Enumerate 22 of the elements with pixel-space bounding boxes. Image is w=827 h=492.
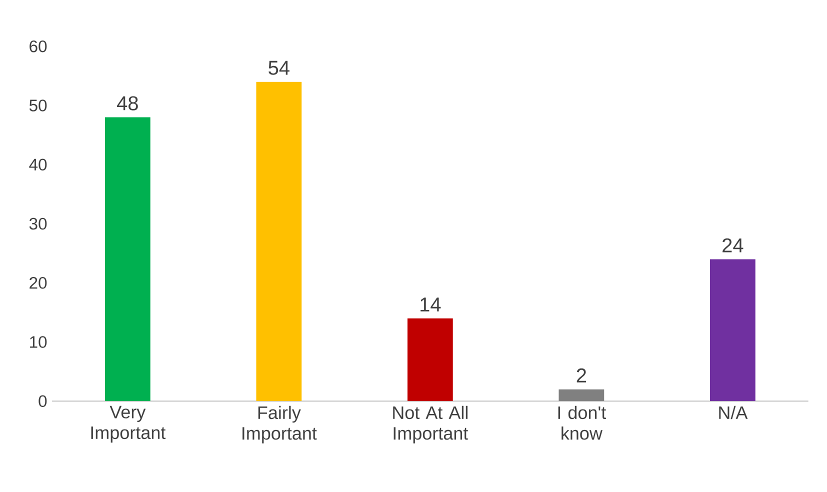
y-tick-label: 20 xyxy=(30,276,47,289)
data-label: 14 xyxy=(420,298,441,312)
data-label: 54 xyxy=(268,60,290,75)
bar xyxy=(256,82,302,402)
y-tick-label: 50 xyxy=(29,100,47,112)
y-tick-label: 40 xyxy=(29,158,47,170)
data-label: 48 xyxy=(116,96,138,110)
x-tick-label: I don't know xyxy=(558,406,606,440)
x-tick-label: Very Important xyxy=(91,406,166,443)
x-tick-label: N/A xyxy=(719,406,748,419)
y-tick-label: 60 xyxy=(30,40,47,52)
x-tick-label: Fairly Important xyxy=(242,406,317,444)
bar xyxy=(710,259,756,402)
data-label: 24 xyxy=(722,238,744,252)
data-label: 2 xyxy=(576,368,586,382)
bar xyxy=(104,117,150,402)
y-tick-label: 10 xyxy=(30,336,47,348)
bar xyxy=(558,389,604,402)
bar xyxy=(407,318,453,402)
x-tick-label: Not At All Important xyxy=(393,406,468,444)
y-tick-label: 30 xyxy=(29,218,47,230)
y-tick-label: 0 xyxy=(38,395,47,407)
